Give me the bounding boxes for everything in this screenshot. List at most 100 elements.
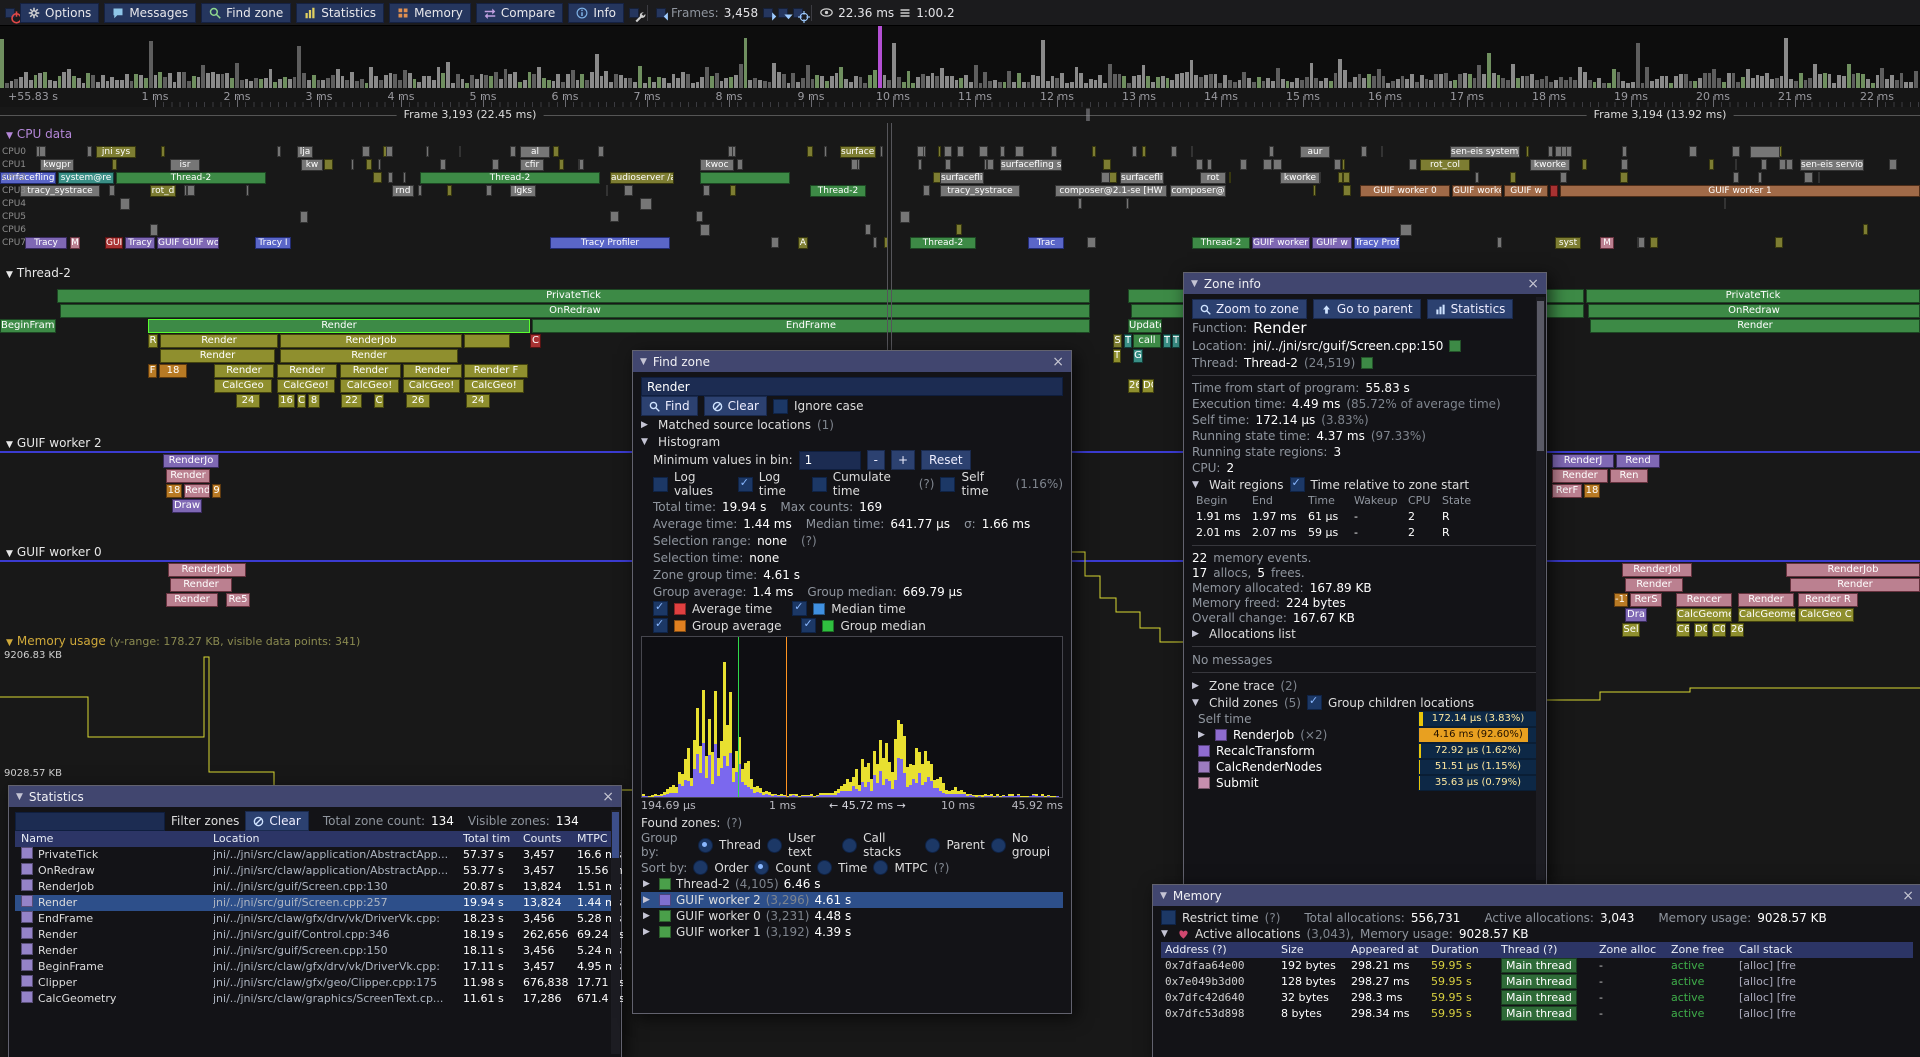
frame-bar[interactable] bbox=[1132, 76, 1136, 88]
timeline-zone[interactable] bbox=[1761, 159, 1767, 170]
frame-bar[interactable] bbox=[686, 74, 690, 88]
frame-bar[interactable] bbox=[1895, 80, 1899, 88]
timeline-zone[interactable]: Render bbox=[166, 593, 218, 607]
restrict-time-checkbox[interactable] bbox=[1161, 910, 1176, 925]
timeline-zone[interactable] bbox=[426, 146, 429, 157]
min-bin-input[interactable] bbox=[799, 451, 861, 470]
frame-bar[interactable] bbox=[158, 72, 162, 88]
frame-bar[interactable] bbox=[513, 72, 517, 88]
sort-by-radio[interactable] bbox=[754, 860, 769, 875]
frame-bar[interactable] bbox=[389, 73, 393, 88]
collapse-icon[interactable]: ▼ bbox=[1191, 279, 1198, 289]
frame-bar[interactable] bbox=[307, 80, 311, 88]
timeline-zone[interactable] bbox=[109, 185, 116, 196]
timeline-zone[interactable] bbox=[1171, 146, 1177, 157]
frame-bar[interactable] bbox=[494, 72, 498, 88]
frame-bar[interactable] bbox=[360, 79, 364, 88]
frame-bar[interactable] bbox=[34, 75, 38, 88]
frame-bar[interactable] bbox=[950, 76, 954, 88]
frame-bar[interactable] bbox=[1689, 81, 1693, 88]
frame-bar[interactable] bbox=[1324, 78, 1328, 88]
frame-bar[interactable] bbox=[297, 46, 301, 88]
frame-bar[interactable] bbox=[19, 77, 23, 88]
timeline-zone[interactable]: Render bbox=[170, 578, 232, 592]
frame-bar[interactable] bbox=[1645, 67, 1649, 88]
timeline-zone[interactable]: Render bbox=[1625, 578, 1683, 592]
win-find-titlebar[interactable]: ▼Find zone× bbox=[633, 351, 1071, 372]
timeline-zone[interactable] bbox=[1475, 172, 1479, 183]
column-header[interactable]: Address (?) bbox=[1165, 942, 1277, 958]
timeline-zone[interactable]: M bbox=[1600, 237, 1614, 249]
frame-bar[interactable] bbox=[1506, 80, 1510, 89]
timeline-zone[interactable]: Render bbox=[160, 334, 278, 348]
timeline-zone[interactable]: RenderJob bbox=[1786, 563, 1920, 577]
frame-bar[interactable] bbox=[537, 67, 541, 88]
timeline-zone[interactable] bbox=[700, 172, 790, 184]
timeline-zone[interactable]: GUIF w bbox=[1504, 185, 1548, 197]
timeline-zone[interactable] bbox=[640, 198, 652, 210]
frame-bar[interactable] bbox=[163, 77, 167, 88]
timeline-zone[interactable] bbox=[1087, 237, 1096, 248]
timeline-zone[interactable] bbox=[1409, 159, 1418, 170]
timeline-zone[interactable] bbox=[578, 159, 581, 170]
frame-bar[interactable] bbox=[1789, 79, 1793, 88]
frame-bar[interactable] bbox=[830, 76, 834, 88]
frame-bar[interactable] bbox=[1828, 74, 1832, 88]
frame-bar[interactable] bbox=[312, 75, 316, 88]
timeline-zone[interactable] bbox=[300, 211, 308, 223]
timeline-zone[interactable]: Re5 bbox=[226, 593, 250, 607]
frame-bar[interactable] bbox=[1257, 77, 1261, 88]
timeline-zone[interactable]: Draw bbox=[172, 499, 202, 513]
timeline-zone[interactable] bbox=[559, 159, 564, 170]
frame-bar[interactable] bbox=[288, 79, 292, 88]
frame-bar[interactable] bbox=[1247, 78, 1251, 88]
timeline-zone[interactable] bbox=[1732, 146, 1740, 157]
frame-bar[interactable] bbox=[1847, 64, 1851, 88]
frame-bar[interactable] bbox=[149, 41, 153, 88]
frame-bar[interactable] bbox=[489, 76, 493, 88]
child-zones-header[interactable]: ▼Child zones(5)Group children locations bbox=[1192, 694, 1538, 711]
cumulate-time-checkbox[interactable] bbox=[812, 477, 827, 492]
timeline-zone[interactable] bbox=[1142, 146, 1146, 157]
child-time-bar[interactable]: 172.14 µs (3.83%) bbox=[1418, 711, 1538, 727]
timeline-zone[interactable] bbox=[1689, 146, 1696, 157]
frame-bar[interactable] bbox=[1161, 76, 1165, 88]
time-relative-checkbox[interactable] bbox=[1290, 477, 1305, 492]
timeline-zone[interactable] bbox=[553, 146, 559, 157]
timeline-zone[interactable] bbox=[1526, 146, 1529, 157]
zone-trace-row[interactable]: ▶Zone trace(2) bbox=[1192, 677, 1538, 694]
timeline-zone[interactable] bbox=[1804, 172, 1813, 183]
frame-bar[interactable] bbox=[1338, 59, 1342, 88]
frame-bar[interactable] bbox=[700, 77, 704, 88]
frame-bar[interactable] bbox=[854, 76, 858, 88]
timeline-zone[interactable]: GUIF w bbox=[1312, 237, 1352, 249]
sort-by-radio[interactable] bbox=[693, 860, 708, 875]
frame-bar[interactable] bbox=[1410, 74, 1414, 88]
frame-bar[interactable] bbox=[317, 80, 321, 88]
column-header[interactable]: Counts bbox=[523, 831, 573, 847]
timeline-zone[interactable]: C bbox=[297, 394, 306, 408]
frame-bar[interactable] bbox=[1837, 75, 1841, 88]
timeline-zone[interactable]: Thread-2 bbox=[810, 185, 866, 197]
frame-bar[interactable] bbox=[763, 81, 767, 88]
frame-bar[interactable] bbox=[1492, 73, 1496, 88]
timeline-zone[interactable]: lgks bbox=[510, 185, 536, 197]
timeline-zone[interactable]: Render bbox=[214, 364, 274, 378]
log-time-checkbox[interactable] bbox=[738, 477, 753, 492]
win-stats-titlebar[interactable]: ▼Statistics× bbox=[9, 786, 621, 807]
timeline-zone[interactable] bbox=[403, 172, 407, 183]
frame-bar[interactable] bbox=[230, 78, 234, 88]
frame-bar[interactable] bbox=[801, 78, 805, 88]
timeline-zone[interactable]: Dra bbox=[1625, 608, 1647, 622]
timeline-zone[interactable]: RenderJol bbox=[1622, 563, 1692, 577]
close-icon[interactable]: × bbox=[1902, 889, 1914, 903]
thread-header-guif-worker-0[interactable]: ▼GUIF worker 0 bbox=[6, 545, 102, 559]
frame-bar[interactable] bbox=[422, 76, 426, 88]
timeline-zone[interactable]: 8 bbox=[308, 394, 320, 408]
legend-checkbox[interactable] bbox=[792, 601, 807, 616]
info-button[interactable]: Info bbox=[568, 3, 624, 23]
timeline-zone[interactable] bbox=[1497, 237, 1502, 248]
find-zone-search-input[interactable] bbox=[641, 377, 1063, 396]
frame-bar[interactable] bbox=[556, 74, 560, 88]
timeline-zone[interactable]: aur bbox=[1300, 146, 1330, 158]
